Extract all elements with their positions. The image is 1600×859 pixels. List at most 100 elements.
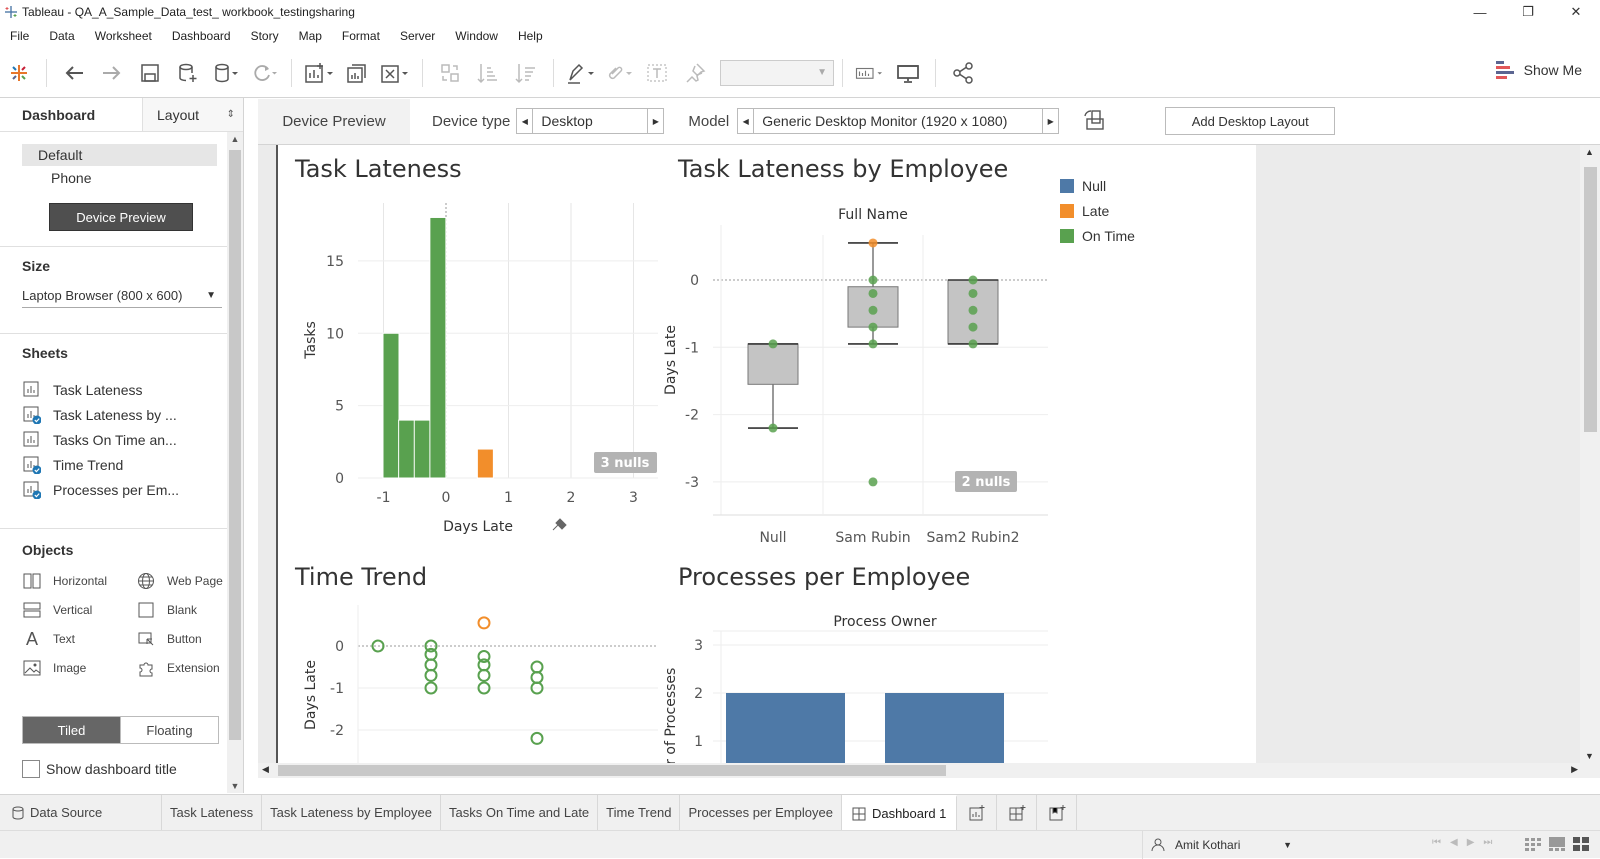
scroll-up-icon[interactable]: ▲ — [230, 134, 240, 144]
side-pane-scrollbar[interactable]: ▲ ▼ — [227, 132, 243, 793]
object-blank[interactable]: Blank — [136, 601, 236, 619]
scroll-down-icon[interactable]: ▼ — [1585, 751, 1594, 761]
show-me-button[interactable]: Show Me — [1495, 60, 1582, 80]
sort-descending-icon[interactable] — [511, 58, 541, 88]
save-icon[interactable] — [135, 58, 165, 88]
tab-data-source[interactable]: Data Source — [0, 795, 162, 830]
swap-rows-columns-icon[interactable] — [435, 58, 465, 88]
tabs-view-icon[interactable] — [1573, 837, 1589, 851]
sort-ascending-icon[interactable] — [473, 58, 503, 88]
object-extension[interactable]: Extension — [136, 659, 236, 677]
arrow-right-icon[interactable]: ▶ — [1042, 109, 1058, 133]
tab-dashboard-1[interactable]: Dashboard 1 — [841, 795, 958, 830]
arrow-left-icon[interactable]: ◀ — [517, 109, 534, 133]
undo-icon[interactable] — [59, 58, 89, 88]
scroll-thumb[interactable] — [1584, 167, 1597, 432]
tableau-home-icon[interactable] — [4, 58, 34, 88]
scroll-up-icon[interactable]: ▲ — [1585, 147, 1594, 157]
last-sheet-icon[interactable]: ⏭ — [1483, 837, 1493, 848]
add-desktop-layout-button[interactable]: Add Desktop Layout — [1165, 107, 1336, 135]
clear-sheet-icon[interactable] — [380, 58, 410, 88]
show-mark-labels-icon[interactable] — [642, 58, 672, 88]
next-sheet-icon[interactable]: ▶ — [1466, 837, 1475, 848]
scroll-thumb[interactable] — [229, 150, 241, 740]
menu-file[interactable]: File — [10, 29, 30, 43]
arrow-left-icon[interactable]: ◀ — [738, 109, 755, 133]
tab-sheet-task-lateness-by-employee[interactable]: Task Lateness by Employee — [262, 795, 441, 830]
tab-sheet-tasks-on-time-and-late[interactable]: Tasks On Time and Late — [441, 795, 599, 830]
menu-data[interactable]: Data — [49, 29, 75, 43]
first-sheet-icon[interactable]: ⏮ — [1432, 837, 1441, 848]
refresh-icon[interactable] — [249, 58, 279, 88]
tab-sheet-processes-per-employee[interactable]: Processes per Employee — [680, 795, 842, 830]
scroll-thumb[interactable] — [278, 765, 946, 776]
scroll-left-icon[interactable]: ◀ — [262, 764, 269, 774]
previous-sheet-icon[interactable]: ◀ — [1450, 837, 1458, 848]
menu-worksheet[interactable]: Worksheet — [94, 29, 152, 43]
new-worksheet-tab-icon[interactable] — [957, 795, 998, 830]
device-preview-tab[interactable]: Device Preview — [258, 98, 410, 144]
user-menu[interactable]: Amit Kothari ▼ — [1142, 831, 1302, 859]
sheet-item[interactable]: Task Lateness — [0, 377, 228, 402]
tab-dashboard[interactable]: Dashboard — [22, 106, 96, 123]
menu-window[interactable]: Window — [455, 29, 498, 43]
object-web-page[interactable]: Web Page — [136, 572, 236, 590]
tab-layout[interactable]: Layout ⇕ — [142, 98, 243, 131]
time-trend-chart[interactable]: 0 -1 -2 Days Late — [278, 595, 658, 763]
sheet-item[interactable]: Time Trend — [0, 452, 228, 477]
sheet-item[interactable]: Processes per Em... — [0, 477, 228, 502]
arrow-right-icon[interactable]: ▶ — [647, 109, 663, 133]
color-legend[interactable]: Null Late On Time — [1060, 173, 1135, 248]
scroll-down-icon[interactable]: ▼ — [230, 781, 240, 791]
duplicate-sheet-icon[interactable] — [342, 58, 372, 88]
new-story-tab-icon[interactable] — [1037, 795, 1078, 830]
device-type-dropdown[interactable]: ◀ Desktop ▶ — [516, 108, 665, 134]
filmstrip-view-icon[interactable] — [1549, 837, 1565, 851]
tab-sheet-time-trend[interactable]: Time Trend — [598, 795, 681, 830]
model-dropdown[interactable]: ◀ Generic Desktop Monitor (1920 x 1080) … — [737, 108, 1060, 134]
device-preview-button[interactable]: Device Preview — [49, 203, 193, 231]
group-members-icon[interactable] — [604, 58, 634, 88]
device-phone[interactable]: Phone — [51, 170, 92, 186]
floating-button[interactable]: Floating — [120, 717, 218, 743]
legend-item-on-time[interactable]: On Time — [1060, 223, 1135, 248]
new-data-source-icon[interactable] — [173, 58, 203, 88]
share-icon[interactable] — [948, 58, 978, 88]
sheet-item[interactable]: Task Lateness by ... — [0, 402, 228, 427]
size-dropdown[interactable]: Laptop Browser (800 x 600) ▼ — [22, 284, 222, 308]
pause-updates-icon[interactable] — [211, 58, 241, 88]
tiled-button[interactable]: Tiled — [23, 717, 120, 743]
legend-item-late[interactable]: Late — [1060, 198, 1135, 223]
menu-dashboard[interactable]: Dashboard — [171, 29, 231, 43]
highlight-icon[interactable] — [566, 58, 596, 88]
show-cards-icon[interactable] — [855, 58, 885, 88]
show-title-checkbox[interactable] — [22, 760, 40, 778]
object-text[interactable]: A Text — [22, 629, 136, 649]
menu-story[interactable]: Story — [250, 29, 279, 43]
object-image[interactable]: Image — [22, 659, 136, 677]
object-button[interactable]: Button — [136, 630, 236, 648]
processes-per-employee-chart[interactable]: Process Owner 1 2 3 ber of Processes — [663, 595, 1053, 763]
task-lateness-by-employee-chart[interactable]: Full Name 0 -1 -2 -3 Null Sam Rubin Sam2 Rubin2… — [663, 185, 1053, 545]
tab-sheet-task-lateness[interactable]: Task Lateness — [162, 795, 263, 830]
show-title-option[interactable]: Show dashboard title — [22, 760, 177, 778]
new-dashboard-tab-icon[interactable] — [997, 795, 1038, 830]
redo-icon[interactable] — [97, 58, 127, 88]
minimize-button[interactable]: — — [1473, 4, 1487, 20]
menu-format[interactable]: Format — [341, 29, 380, 43]
legend-item-null[interactable]: Null — [1060, 173, 1135, 198]
restore-button[interactable]: ❐ — [1522, 4, 1534, 19]
new-worksheet-icon[interactable] — [304, 58, 334, 88]
task-lateness-chart[interactable]: -1 0 1 2 3 0 5 10 15 Days Late Tasks 3 nulls — [278, 185, 658, 545]
object-horizontal[interactable]: Horizontal — [22, 572, 136, 590]
fit-dropdown[interactable]: ▼ — [720, 59, 834, 86]
rotate-device-icon[interactable] — [1081, 107, 1109, 135]
close-button[interactable]: ✕ — [1570, 4, 1582, 19]
fix-axes-icon[interactable] — [680, 58, 710, 88]
canvas-horizontal-scrollbar[interactable]: ◀ ▶ — [258, 763, 1600, 778]
sheet-item[interactable]: Tasks On Time an... — [0, 427, 228, 452]
object-vertical[interactable]: Vertical — [22, 601, 136, 619]
sorter-view-icon[interactable] — [1525, 837, 1541, 851]
device-default[interactable]: Default — [22, 144, 217, 166]
menu-map[interactable]: Map — [298, 29, 322, 43]
